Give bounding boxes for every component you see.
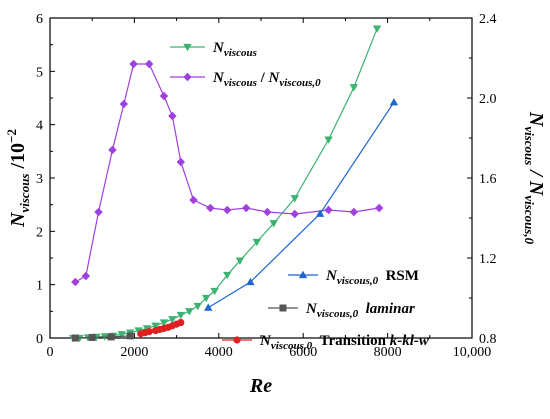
y-left-tick-label: 2 [36, 225, 43, 240]
data-point [117, 331, 126, 339]
data-point [252, 238, 261, 247]
legend-marker [183, 72, 192, 82]
data-point [71, 277, 80, 287]
data-point [94, 207, 103, 217]
legend-marker [183, 43, 192, 52]
x-axis-title: Re [249, 375, 272, 397]
data-point [159, 91, 169, 101]
y-left-tick-label: 0 [36, 332, 43, 347]
legend-entry: Nviscous,0 RSM [288, 268, 419, 287]
legend-entry: Nviscous,0 Transition k-kl-w [222, 333, 430, 352]
data-point [290, 195, 299, 203]
series-line [75, 335, 131, 339]
data-point [315, 209, 325, 217]
series-layer [69, 25, 399, 343]
data-point [324, 136, 333, 144]
data-point [223, 271, 232, 280]
data-point [71, 334, 79, 342]
data-point [242, 203, 251, 213]
y-left-tick-label: 1 [36, 279, 43, 294]
plot-frame [49, 17, 473, 339]
data-point [168, 111, 177, 121]
y-right-tick-label: 1.2 [479, 252, 497, 267]
legend-entry: Nviscous [170, 40, 257, 59]
data-point [88, 333, 96, 341]
legend: Nviscous Nviscous / Nviscous,0 Nviscous,0 … [170, 40, 430, 352]
y-right-tick-label: 0.8 [479, 332, 497, 347]
x-tick-label: 8000 [374, 345, 402, 360]
y-right-axis-title: Nviscous / Nviscous,0 [522, 111, 547, 245]
y-right-tick-label: 2.4 [479, 12, 497, 27]
series-rsm [204, 98, 399, 311]
axis-titles: Re Nviscous /10−2 Nviscous / Nviscous,0 [4, 111, 547, 397]
data-point [210, 287, 219, 296]
data-point [151, 322, 160, 330]
y-right-tick-label: 2.0 [479, 92, 497, 107]
data-point [177, 318, 185, 327]
x-tick-label: 2000 [120, 345, 148, 360]
data-point [193, 302, 202, 311]
data-point [126, 332, 134, 340]
x-tick-label: 0 [47, 345, 54, 360]
series-line [73, 28, 378, 339]
y-right-tick-label: 1.6 [479, 172, 497, 187]
data-point [145, 328, 153, 336]
data-point [107, 333, 115, 341]
data-point [144, 59, 154, 69]
data-point [324, 205, 333, 215]
y-left-tick-label: 3 [36, 172, 43, 187]
data-point [374, 203, 384, 213]
legend-label: Nviscous / Nviscous,0 [212, 70, 321, 89]
data-point [119, 99, 129, 109]
legend-entry: Nviscous,0 laminar [268, 301, 415, 320]
x-tick-label: 4000 [205, 345, 233, 360]
data-point [389, 98, 399, 106]
series-ratio [71, 59, 384, 287]
data-point [235, 257, 245, 265]
y-left-tick-label: 5 [36, 65, 43, 80]
series-line [207, 101, 395, 309]
x-tick-label: 6000 [289, 345, 317, 360]
legend-label: Nviscous,0 Transition k-kl-w [259, 333, 430, 352]
data-point [129, 59, 138, 69]
series-line [75, 63, 380, 283]
data-point [223, 205, 232, 215]
legend-marker [298, 270, 308, 279]
data-point [201, 294, 211, 303]
data-point [349, 207, 359, 217]
axes: 0 2000 4000 6000 8000 10,000 0 1 2 3 4 5 6 0.8 1.2 1.6 2… [36, 12, 497, 360]
series-laminar [71, 332, 134, 342]
legend-marker [279, 304, 287, 312]
data-point [290, 209, 299, 219]
data-point [206, 203, 215, 213]
legend-label: Nviscous,0 laminar [305, 301, 415, 320]
data-point [168, 316, 177, 324]
series-transition [137, 318, 185, 338]
data-point [81, 271, 91, 281]
y-left-axis-title: Nviscous /10−2 [4, 129, 32, 228]
data-point [349, 84, 359, 92]
series-n-viscous [69, 25, 382, 343]
data-point [246, 277, 255, 286]
data-point [185, 308, 194, 316]
data-point [176, 157, 186, 167]
data-point [372, 25, 382, 33]
data-point [263, 207, 272, 217]
y-left-tick-label: 4 [36, 119, 43, 134]
legend-marker [233, 336, 241, 344]
x-tick-label: 10,000 [453, 345, 492, 360]
data-point [269, 220, 278, 228]
legend-entry: Nviscous / Nviscous,0 [170, 70, 321, 89]
data-point [204, 303, 213, 311]
data-point [189, 195, 198, 205]
legend-label: Nviscous,0 RSM [325, 268, 419, 287]
y-left-tick-label: 6 [36, 12, 43, 27]
data-point [108, 145, 117, 155]
data-point [159, 319, 169, 327]
legend-label: Nviscous [212, 40, 257, 59]
data-point [176, 311, 186, 320]
